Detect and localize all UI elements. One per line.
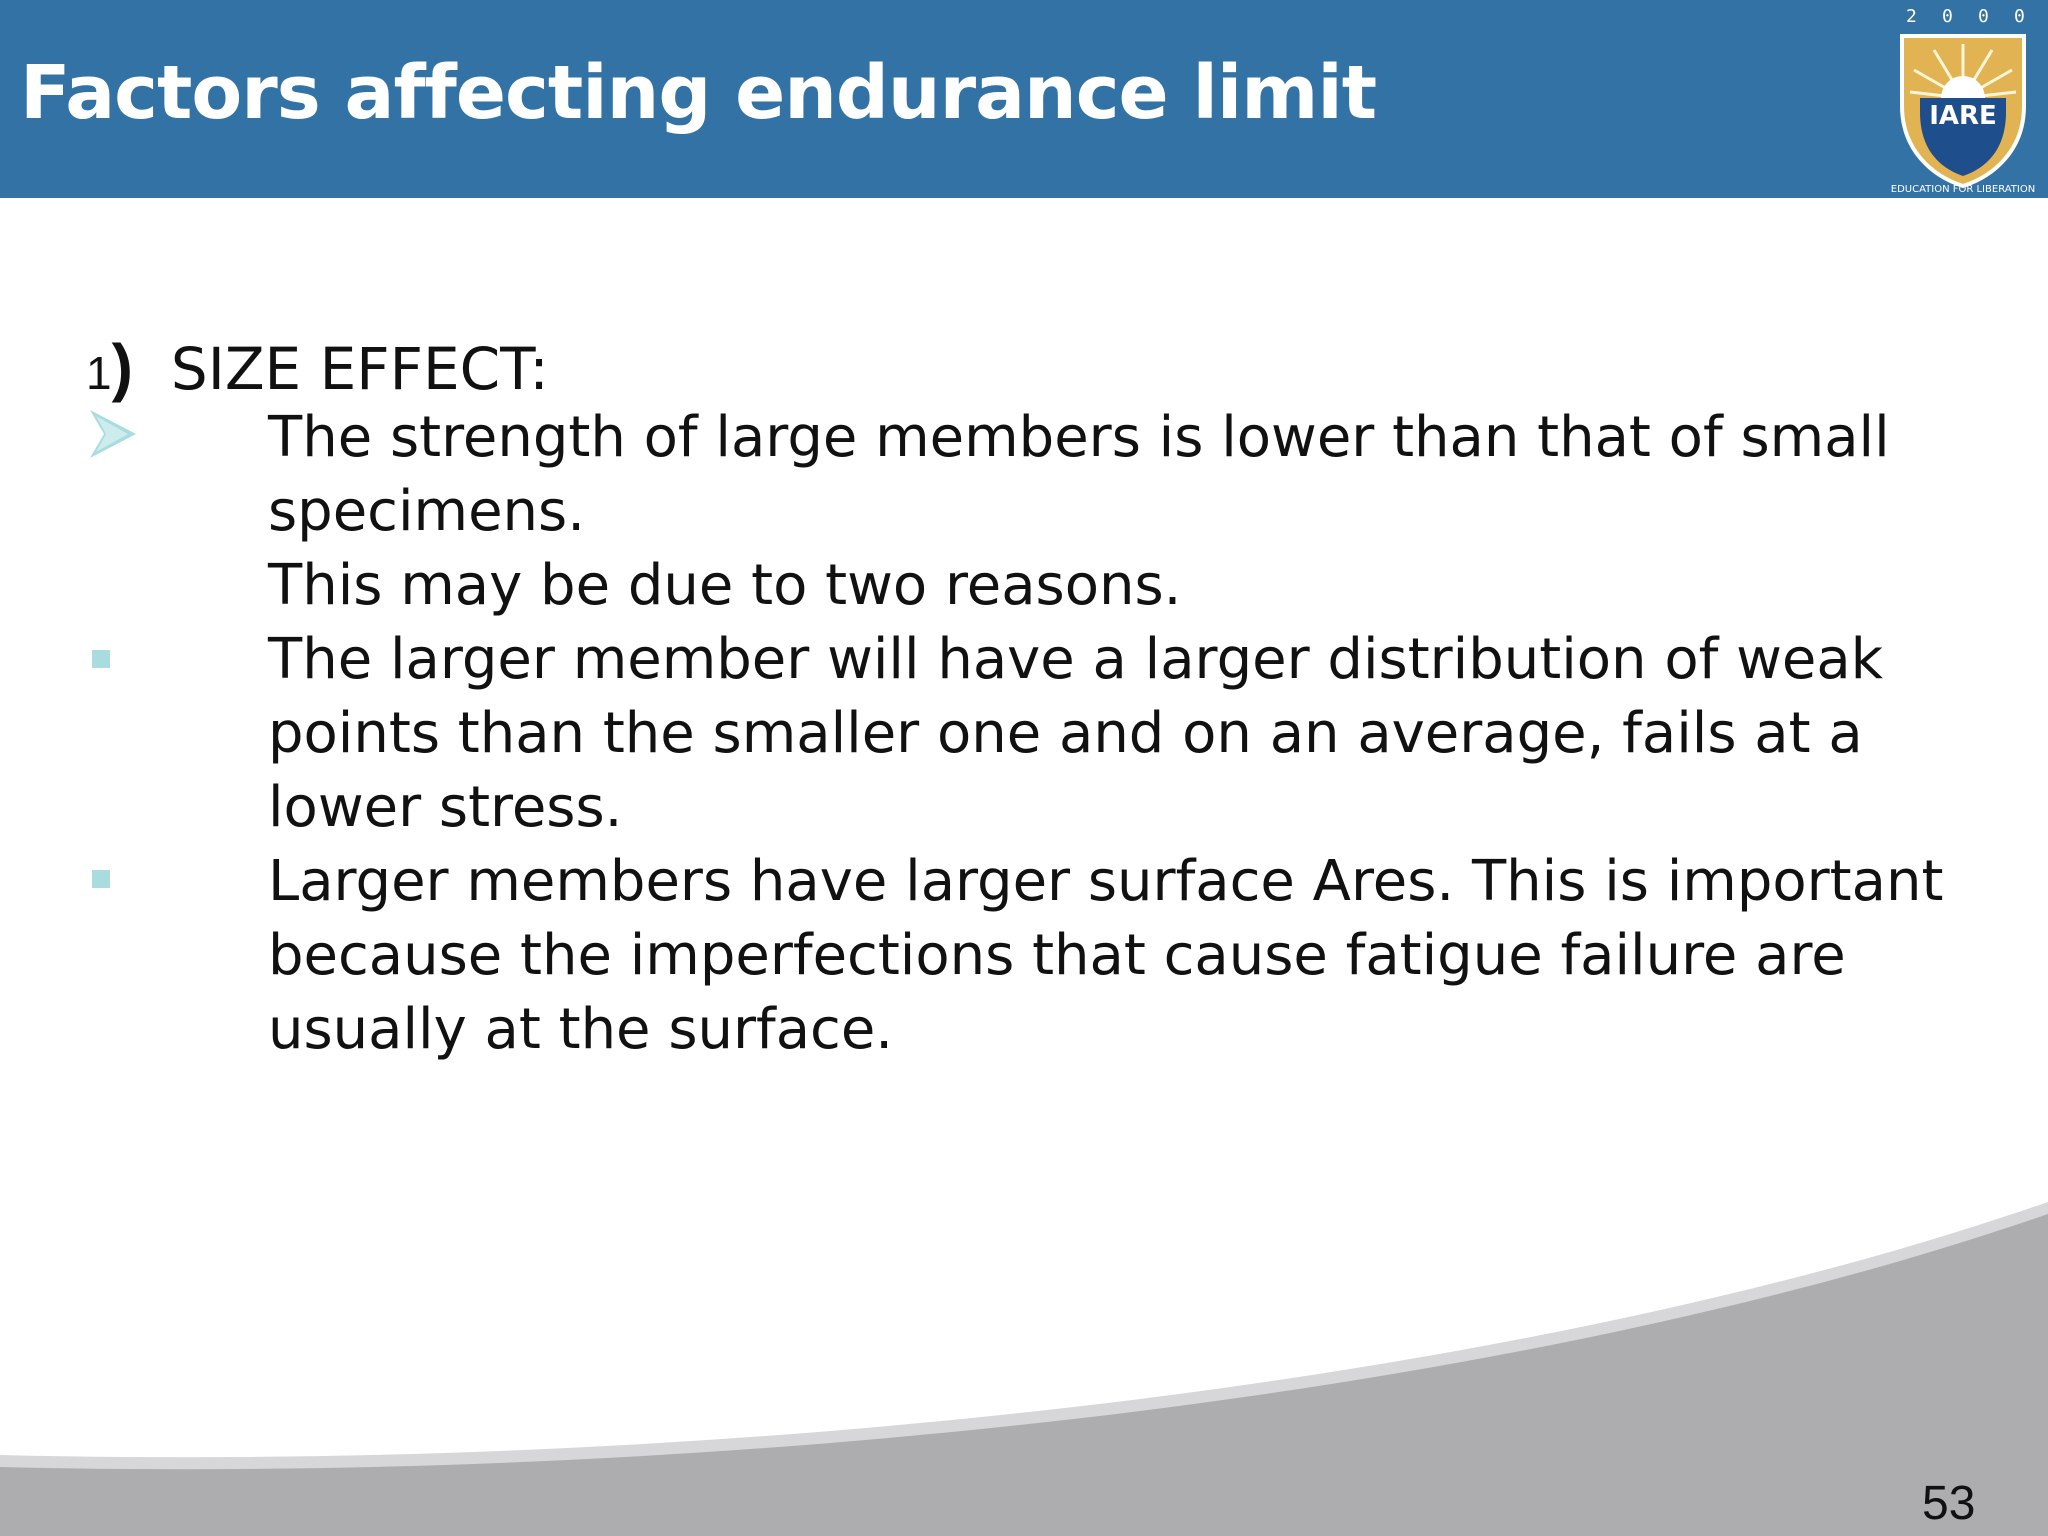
section-heading-text: SIZE EFFECT: — [170, 335, 549, 403]
logo-year-digit: 0 — [2014, 6, 2025, 27]
section-number: 1 — [86, 347, 112, 399]
body-line: points than the smaller one and on an av… — [268, 701, 1863, 766]
body-line: The strength of large members is lower t… — [268, 405, 1890, 470]
logo-name: IARE — [1929, 101, 1997, 131]
section-heading: 1) SIZE EFFECT: — [86, 330, 549, 404]
body-line: Larger members have larger surface Ares.… — [268, 849, 1944, 914]
body-line: lower stress. — [268, 775, 623, 840]
arrow-bullet-icon — [90, 410, 136, 458]
logo-year-digit: 0 — [1978, 6, 1989, 27]
footer-swoosh — [0, 1202, 2048, 1536]
body-line: specimens. — [268, 479, 585, 544]
body-line: This may be due to two reasons. — [268, 553, 1182, 618]
title-bar: Factors affecting endurance limit 2 0 0 … — [0, 0, 2048, 198]
logo-year-digit: 2 — [1906, 6, 1917, 27]
body-line: The larger member will have a larger dis… — [268, 627, 1884, 692]
iare-logo: 2 0 0 0 IARE EDUCATION FOR LIBERATION — [1891, 6, 2035, 195]
square-bullet-icon — [92, 870, 110, 888]
page-number: 53 — [1922, 1477, 1976, 1530]
body-line: usually at the surface. — [268, 997, 894, 1062]
logo-motto: EDUCATION FOR LIBERATION — [1891, 184, 2035, 195]
body-line: because the imperfections that cause fat… — [268, 923, 1846, 988]
logo-year-digit: 0 — [1942, 6, 1953, 27]
section-paren: ) — [111, 331, 133, 403]
slide-title: Factors affecting endurance limit — [20, 50, 1377, 136]
square-bullet-icon — [92, 650, 110, 668]
